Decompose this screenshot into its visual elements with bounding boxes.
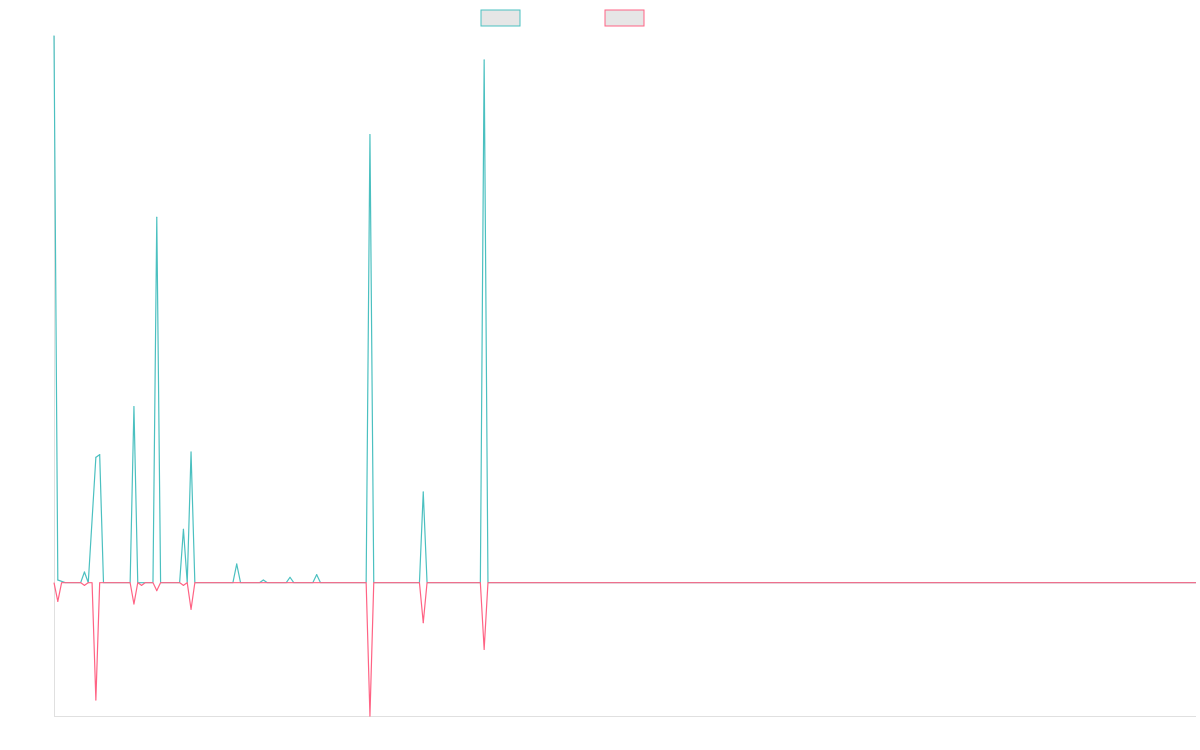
data-point-s1-35[interactable] xyxy=(316,574,318,576)
series-layer xyxy=(53,35,1196,717)
data-point-s1-5[interactable] xyxy=(83,571,86,573)
series-line-2 xyxy=(53,582,1196,717)
data-point-s2-23[interactable] xyxy=(369,715,371,717)
data-point-s1-44[interactable] xyxy=(483,59,485,61)
data-point-s1-1[interactable] xyxy=(57,579,59,581)
legend xyxy=(480,9,645,27)
data-point-s2-15[interactable] xyxy=(156,590,158,592)
data-point-s1-32[interactable] xyxy=(289,576,291,578)
data-point-s1-15[interactable] xyxy=(156,216,158,218)
data-point-s1-41[interactable] xyxy=(422,491,424,493)
data-point-s1-26[interactable] xyxy=(236,563,238,565)
data-point-s2-10[interactable] xyxy=(133,603,135,605)
data-point-s2-26[interactable] xyxy=(422,622,424,624)
data-point-s2-1[interactable] xyxy=(57,600,59,602)
data-point-s1-18[interactable] xyxy=(182,528,185,530)
data-point-s1-38[interactable] xyxy=(369,134,371,136)
data-point-s2-12[interactable] xyxy=(140,584,143,586)
data-point-s1-29[interactable] xyxy=(262,579,264,581)
data-point-s1-0[interactable] xyxy=(53,35,55,37)
data-point-s1-11[interactable] xyxy=(133,406,135,408)
data-point-s2-29[interactable] xyxy=(483,648,485,650)
data-point-s2-7[interactable] xyxy=(95,699,97,701)
data-point-s1-7[interactable] xyxy=(95,456,97,458)
axes xyxy=(54,36,1196,717)
data-point-s1-8[interactable] xyxy=(99,454,101,456)
data-point-s2-4[interactable] xyxy=(83,584,86,586)
data-point-s2-18[interactable] xyxy=(182,584,185,586)
data-point-s1-20[interactable] xyxy=(190,451,192,453)
legend-swatch-series-1[interactable] xyxy=(480,9,521,27)
legend-swatch-series-2[interactable] xyxy=(604,9,645,27)
series-line-1 xyxy=(53,35,1196,584)
data-point-s2-20[interactable] xyxy=(190,608,192,610)
